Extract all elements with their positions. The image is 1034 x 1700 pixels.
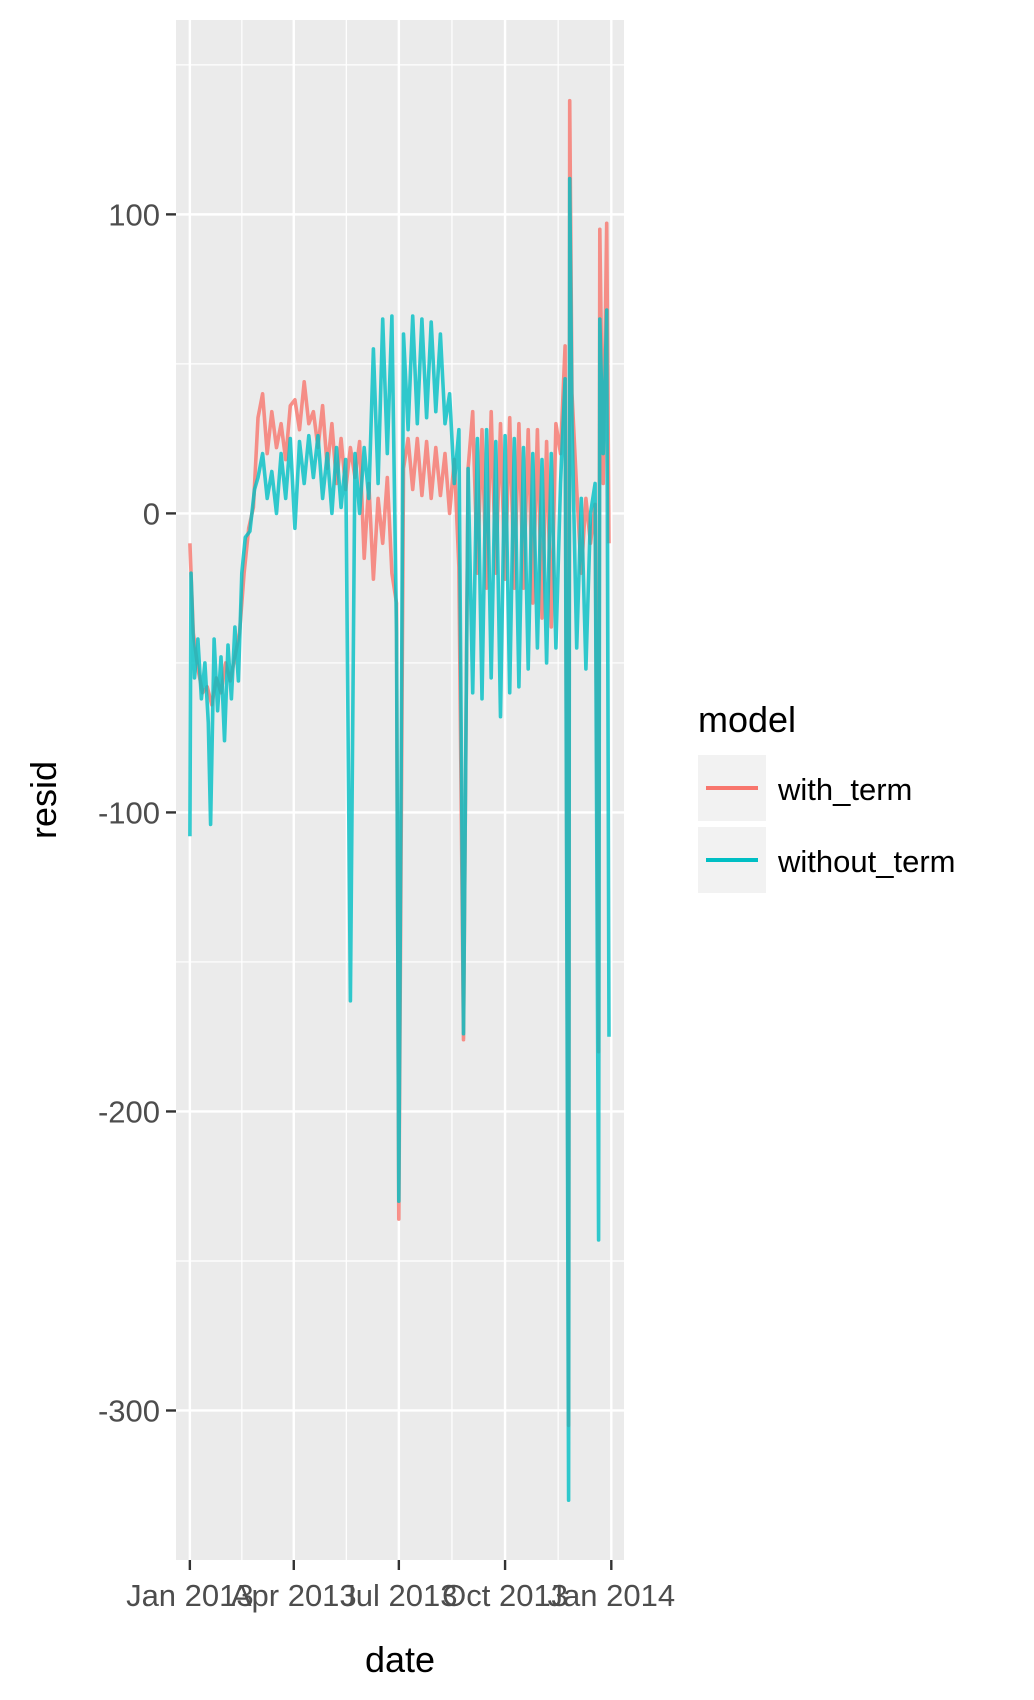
legend: model with_term without_term: [698, 699, 955, 893]
y-tick-label: 100: [108, 197, 160, 232]
y-tick-label: -200: [98, 1094, 160, 1129]
x-tick-label: Apr 2013: [231, 1578, 357, 1613]
x-tick-label: Jan 2014: [548, 1578, 676, 1613]
minor-gridlines: [176, 20, 624, 1560]
legend-label-without-term: without_term: [777, 844, 955, 879]
x-tick-label: Jul 2013: [340, 1578, 457, 1613]
x-tick-label: Oct 2013: [442, 1578, 568, 1613]
series-lines: [188, 98, 611, 1502]
legend-title: model: [698, 699, 796, 740]
y-tick-label: 0: [143, 496, 160, 531]
x-axis-title: date: [365, 1639, 435, 1680]
y-tick-label: -100: [98, 795, 160, 830]
y-tick-label: -300: [98, 1393, 160, 1428]
y-axis-title: resid: [23, 761, 64, 839]
x-tick-label: Jan 2013: [126, 1578, 254, 1613]
y-axis: 100 0 -100 -200 -300: [98, 197, 176, 1428]
legend-label-with-term: with_term: [777, 772, 912, 807]
series-line-without-term: [188, 176, 611, 1502]
series-line-with-term: [188, 98, 611, 1428]
